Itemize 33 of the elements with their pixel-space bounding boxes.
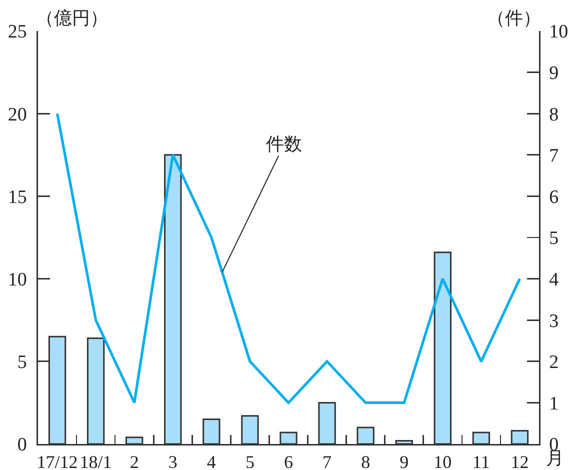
y2-tick-label: 4	[549, 269, 560, 290]
x-tick-label: 6	[284, 452, 293, 470]
x-tick-label: 3	[168, 452, 178, 470]
y-tick-label: 25	[8, 22, 27, 43]
x-tick-label: 2	[130, 452, 139, 470]
y-tick-label: 15	[8, 186, 27, 208]
x-tick-label: 7	[322, 452, 332, 470]
line-series	[56, 112, 522, 404]
x-tick-label: 10	[434, 452, 452, 470]
y-tick-label: 5	[17, 352, 27, 374]
x-tick-label: 18/1	[80, 452, 112, 470]
x-tick-label: 11	[472, 452, 490, 470]
y-tick-label: 0	[17, 434, 27, 456]
y2-tick-label: 1	[549, 393, 559, 414]
x-tick-label: 17/12	[36, 452, 78, 470]
y2-axis-title: （件）	[487, 8, 541, 28]
y-tick-label: 10	[8, 269, 27, 290]
x-tick-label: 12	[510, 452, 529, 470]
y2-tick-label: 2	[549, 352, 559, 374]
x-tick-label: 9	[400, 452, 409, 470]
x-tick-label: 4	[206, 452, 216, 470]
y2-tick-label: 8	[549, 104, 559, 126]
x-tick-label: 5	[245, 452, 254, 470]
y2-tick-label: 9	[549, 62, 559, 84]
text: 件数	[266, 134, 302, 154]
y-tick-label: 20	[8, 104, 27, 126]
y2-tick-label: 7	[549, 146, 559, 167]
y2-tick-label: 5	[549, 228, 559, 250]
y2-tick-label: 6	[549, 186, 559, 208]
y2-tick-label: 10	[549, 22, 568, 43]
x-tick-label: 8	[361, 452, 370, 470]
y-axis-title: （億円）	[36, 8, 108, 28]
y2-tick-label: 3	[549, 310, 559, 332]
